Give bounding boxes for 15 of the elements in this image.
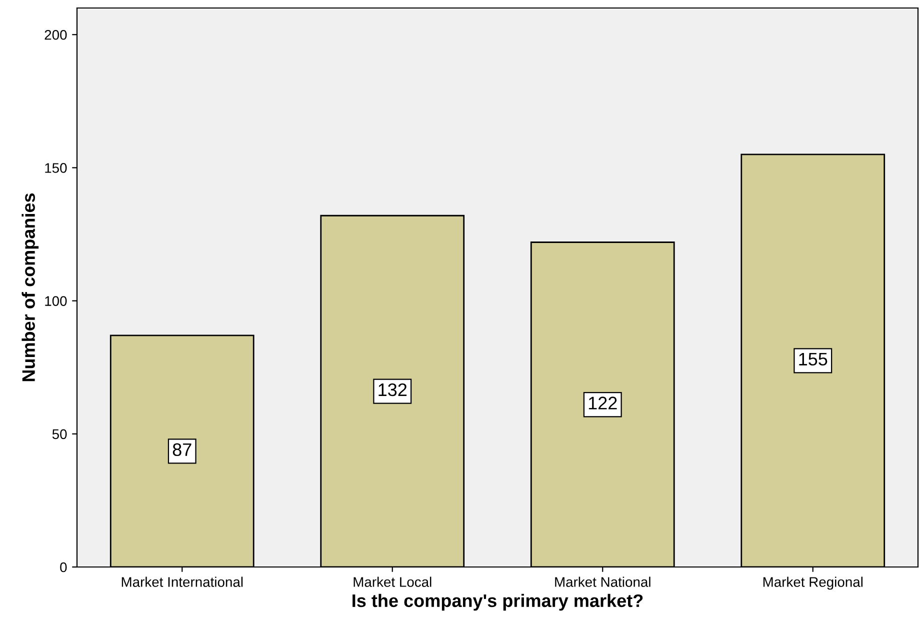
data-label: 132 (378, 383, 407, 396)
y-tick-label: 150 (45, 163, 67, 173)
x-tick-label: Market Regional (763, 576, 863, 590)
y-tick-label: 100 (45, 296, 67, 306)
y-axis-title: Number of companies (22, 193, 39, 382)
x-axis-title: Is the company's primary market? (352, 594, 643, 611)
data-label: 87 (172, 443, 192, 456)
y-tick-label: 200 (44, 30, 67, 40)
x-tick-label: Market Local (354, 576, 432, 587)
y-tick-label: 50 (52, 429, 67, 440)
data-label: 155 (799, 352, 828, 366)
y-tick-label: 0 (60, 562, 67, 572)
data-label: 122 (588, 396, 617, 410)
x-tick-label: Market National (555, 576, 650, 587)
x-tick-label: Market International (122, 576, 243, 587)
